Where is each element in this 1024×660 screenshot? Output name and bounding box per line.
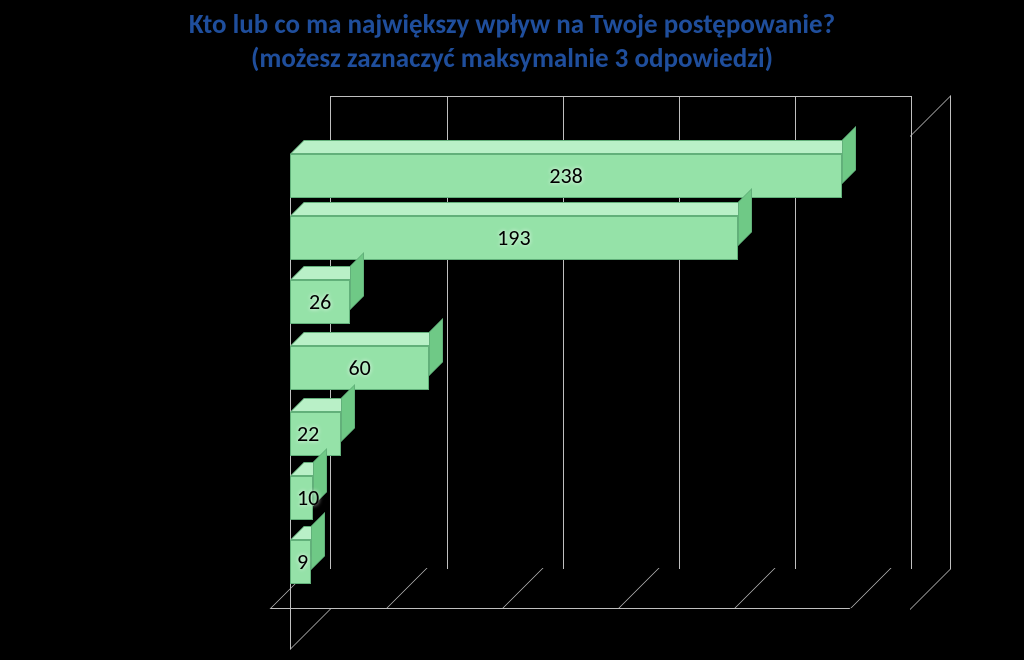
bar: 26 [290,280,350,324]
title-line-1: Kto lub co ma największy wpływ na Twoje … [189,8,835,41]
bar-value-label: 26 [309,288,331,315]
title-line-2: (możesz zaznaczyć maksymalnie 3 odpowied… [251,42,773,75]
bar-front-face: 193 [290,216,738,260]
bars-group: 238 193 26 60 22 10 9 [290,136,870,608]
bar-front-face: 10 [290,476,313,520]
bar-top-face [290,140,856,154]
bar-side-face [311,512,325,570]
bar-front-face: 22 [290,412,341,456]
chart-container: 238 193 26 60 22 10 9 [0,76,1024,636]
bar-front-face: 238 [290,154,842,198]
bar-value-label: 22 [297,420,319,447]
bar-value-label: 60 [348,354,370,381]
bar: 10 [290,476,313,520]
bar-side-face [341,384,355,442]
bar-value-label: 9 [297,548,308,575]
bar: 9 [290,540,311,584]
chart-3d: 238193266022109 [330,96,950,616]
bar-top-face [290,332,443,346]
bar-value-label: 193 [497,224,530,251]
bar-value-label: 10 [297,484,319,511]
chart-title: Kto lub co ma największy wpływ na Twoje … [0,0,1024,76]
bar: 238 [290,154,842,198]
grid-side-wall [910,95,951,610]
bar: 193 [290,216,738,260]
bar: 22 [290,412,341,456]
bar-front-face: 9 [290,540,311,584]
bar-top-face [290,202,752,216]
bar-side-face [429,318,443,376]
bar-front-face: 60 [290,346,429,390]
bar-front-face: 26 [290,280,350,324]
bar-value-label: 238 [549,162,582,189]
bar: 60 [290,346,429,390]
bar-side-face [350,252,364,310]
